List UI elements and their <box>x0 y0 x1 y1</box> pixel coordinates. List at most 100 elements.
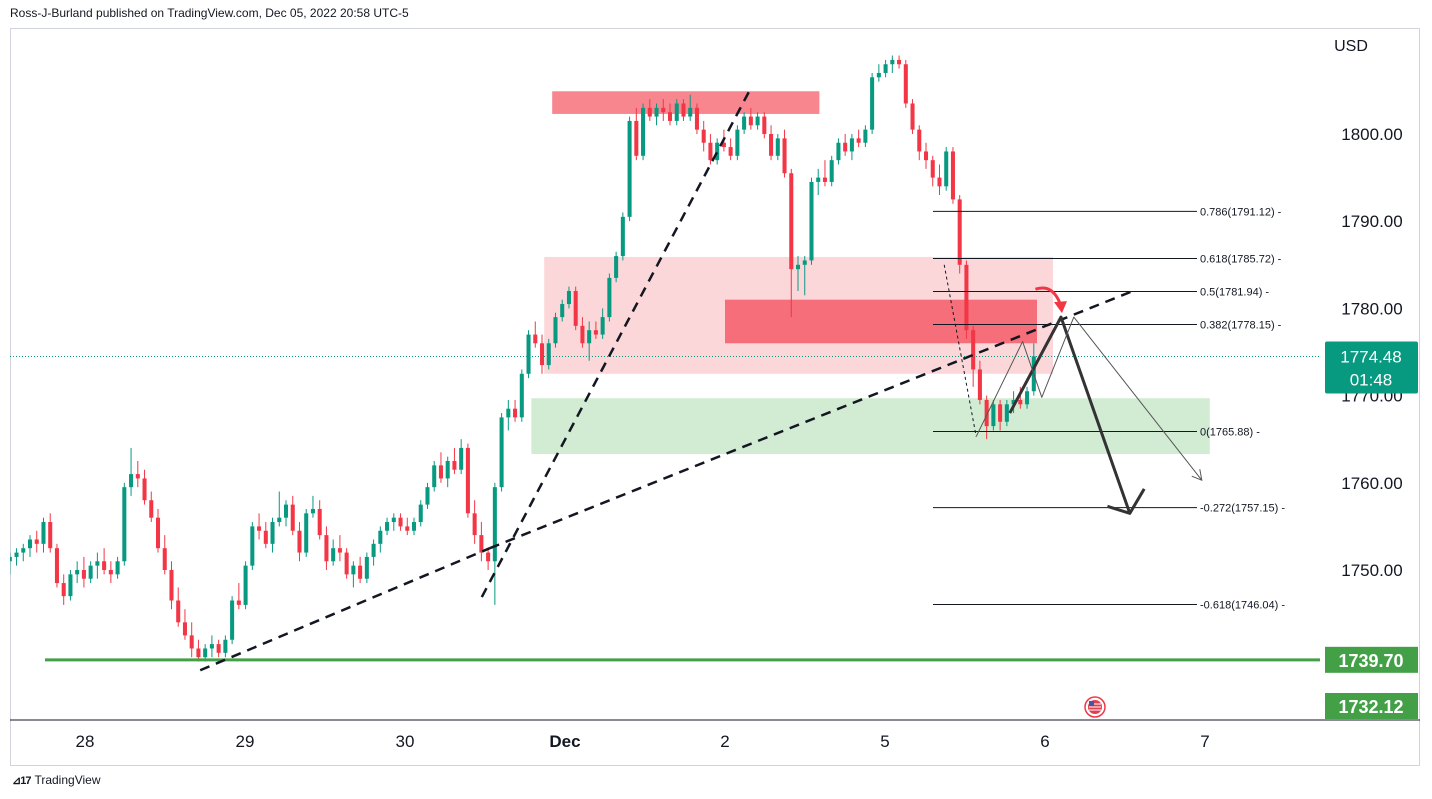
candle-body <box>984 399 989 427</box>
candle <box>816 168 821 196</box>
fib-level: -0.618(1746.04) - <box>933 600 1285 612</box>
candle <box>472 500 477 544</box>
candle <box>876 64 881 82</box>
candle <box>923 142 929 169</box>
candle-body <box>715 142 720 161</box>
fib-label: -0.618(1746.04) - <box>1200 600 1285 612</box>
x-tick-label: Dec <box>549 732 580 751</box>
candle-body <box>674 103 679 121</box>
candle-body <box>782 138 787 174</box>
candle-body <box>385 522 390 531</box>
candle-body <box>189 635 194 649</box>
candle <box>378 526 383 553</box>
candle-body <box>863 129 868 143</box>
candle-body <box>155 517 161 549</box>
y-tick-label: 1790.00 <box>1341 212 1402 231</box>
candle <box>836 138 841 165</box>
candle <box>48 513 53 553</box>
candle <box>68 570 73 601</box>
level-label: 1739.70 <box>1325 646 1418 673</box>
us-flag-icon[interactable] <box>1084 696 1106 718</box>
candle-body <box>829 160 834 182</box>
tradingview-logo-icon: ⊿17 <box>12 774 31 787</box>
candle <box>735 125 740 161</box>
candle <box>620 212 625 261</box>
candle-body <box>876 72 881 78</box>
candle-body <box>459 447 464 470</box>
candle-body <box>1004 404 1009 422</box>
candle <box>149 491 154 523</box>
candle-body <box>438 465 443 479</box>
candle-body <box>209 644 214 649</box>
candle <box>782 129 787 178</box>
candle <box>1004 399 1009 427</box>
candle-body <box>405 526 410 531</box>
x-tick-label: 2 <box>720 732 729 751</box>
candle <box>169 561 174 610</box>
candle-body <box>728 147 733 156</box>
candle-body <box>681 103 686 117</box>
candle-body <box>196 648 201 658</box>
candle-body <box>647 107 652 117</box>
candle <box>263 522 268 549</box>
support-zone <box>531 398 1210 455</box>
level-badge <box>1325 646 1418 673</box>
current-price-value: 1774.48 <box>1340 348 1401 367</box>
candle <box>930 155 935 187</box>
candle-body <box>897 59 902 65</box>
candle-body <box>694 107 699 130</box>
candle-body <box>917 129 922 152</box>
fib-label: 0(1765.88) - <box>1200 427 1260 439</box>
candle <box>883 59 888 78</box>
candle-body <box>411 522 417 531</box>
candle <box>971 325 976 387</box>
candles-layer <box>10 55 1320 662</box>
y-tick-label: 1780.00 <box>1341 299 1402 318</box>
candle-body <box>836 142 841 161</box>
candle <box>209 635 214 658</box>
candle-body <box>364 556 369 579</box>
candle-body <box>324 535 329 562</box>
candle-body <box>593 330 598 335</box>
candle <box>769 125 774 161</box>
candle-body <box>337 548 342 553</box>
candle <box>957 195 962 274</box>
candle-body <box>971 330 976 370</box>
level-value: 1732.12 <box>1338 697 1403 717</box>
candle-body <box>142 478 147 501</box>
candle <box>257 513 262 540</box>
candle-body <box>283 504 289 518</box>
candle-body <box>14 552 19 557</box>
candle-body <box>721 142 726 148</box>
projection-arrowhead <box>1106 488 1146 515</box>
candle-body <box>250 526 255 566</box>
fib-level: 0.786(1791.12) - <box>933 206 1282 218</box>
candle <box>243 561 248 610</box>
candle <box>910 99 915 134</box>
candle <box>135 461 140 488</box>
candle <box>331 539 336 566</box>
candle <box>937 164 942 196</box>
candle-body <box>216 644 221 653</box>
candle-body <box>41 522 46 544</box>
candle-body <box>223 639 228 653</box>
curved-red-arrowhead <box>1054 301 1067 314</box>
x-tick-label: 5 <box>880 732 889 751</box>
candle <box>176 587 181 627</box>
candle <box>533 321 538 348</box>
candle <box>566 286 571 309</box>
candle-body <box>176 600 181 623</box>
candle <box>486 548 491 570</box>
candle-body <box>627 120 632 217</box>
candle-body <box>27 539 33 549</box>
axis-layer: USD1800.001790.001780.001770.001760.0017… <box>10 38 1420 751</box>
candle-body <box>1011 399 1016 405</box>
candle <box>775 134 780 161</box>
top-resistance-zone <box>552 91 820 114</box>
candle <box>539 334 545 374</box>
candle <box>856 129 861 148</box>
candle-body <box>735 129 740 156</box>
candle <box>405 517 410 536</box>
candle <box>236 583 241 610</box>
